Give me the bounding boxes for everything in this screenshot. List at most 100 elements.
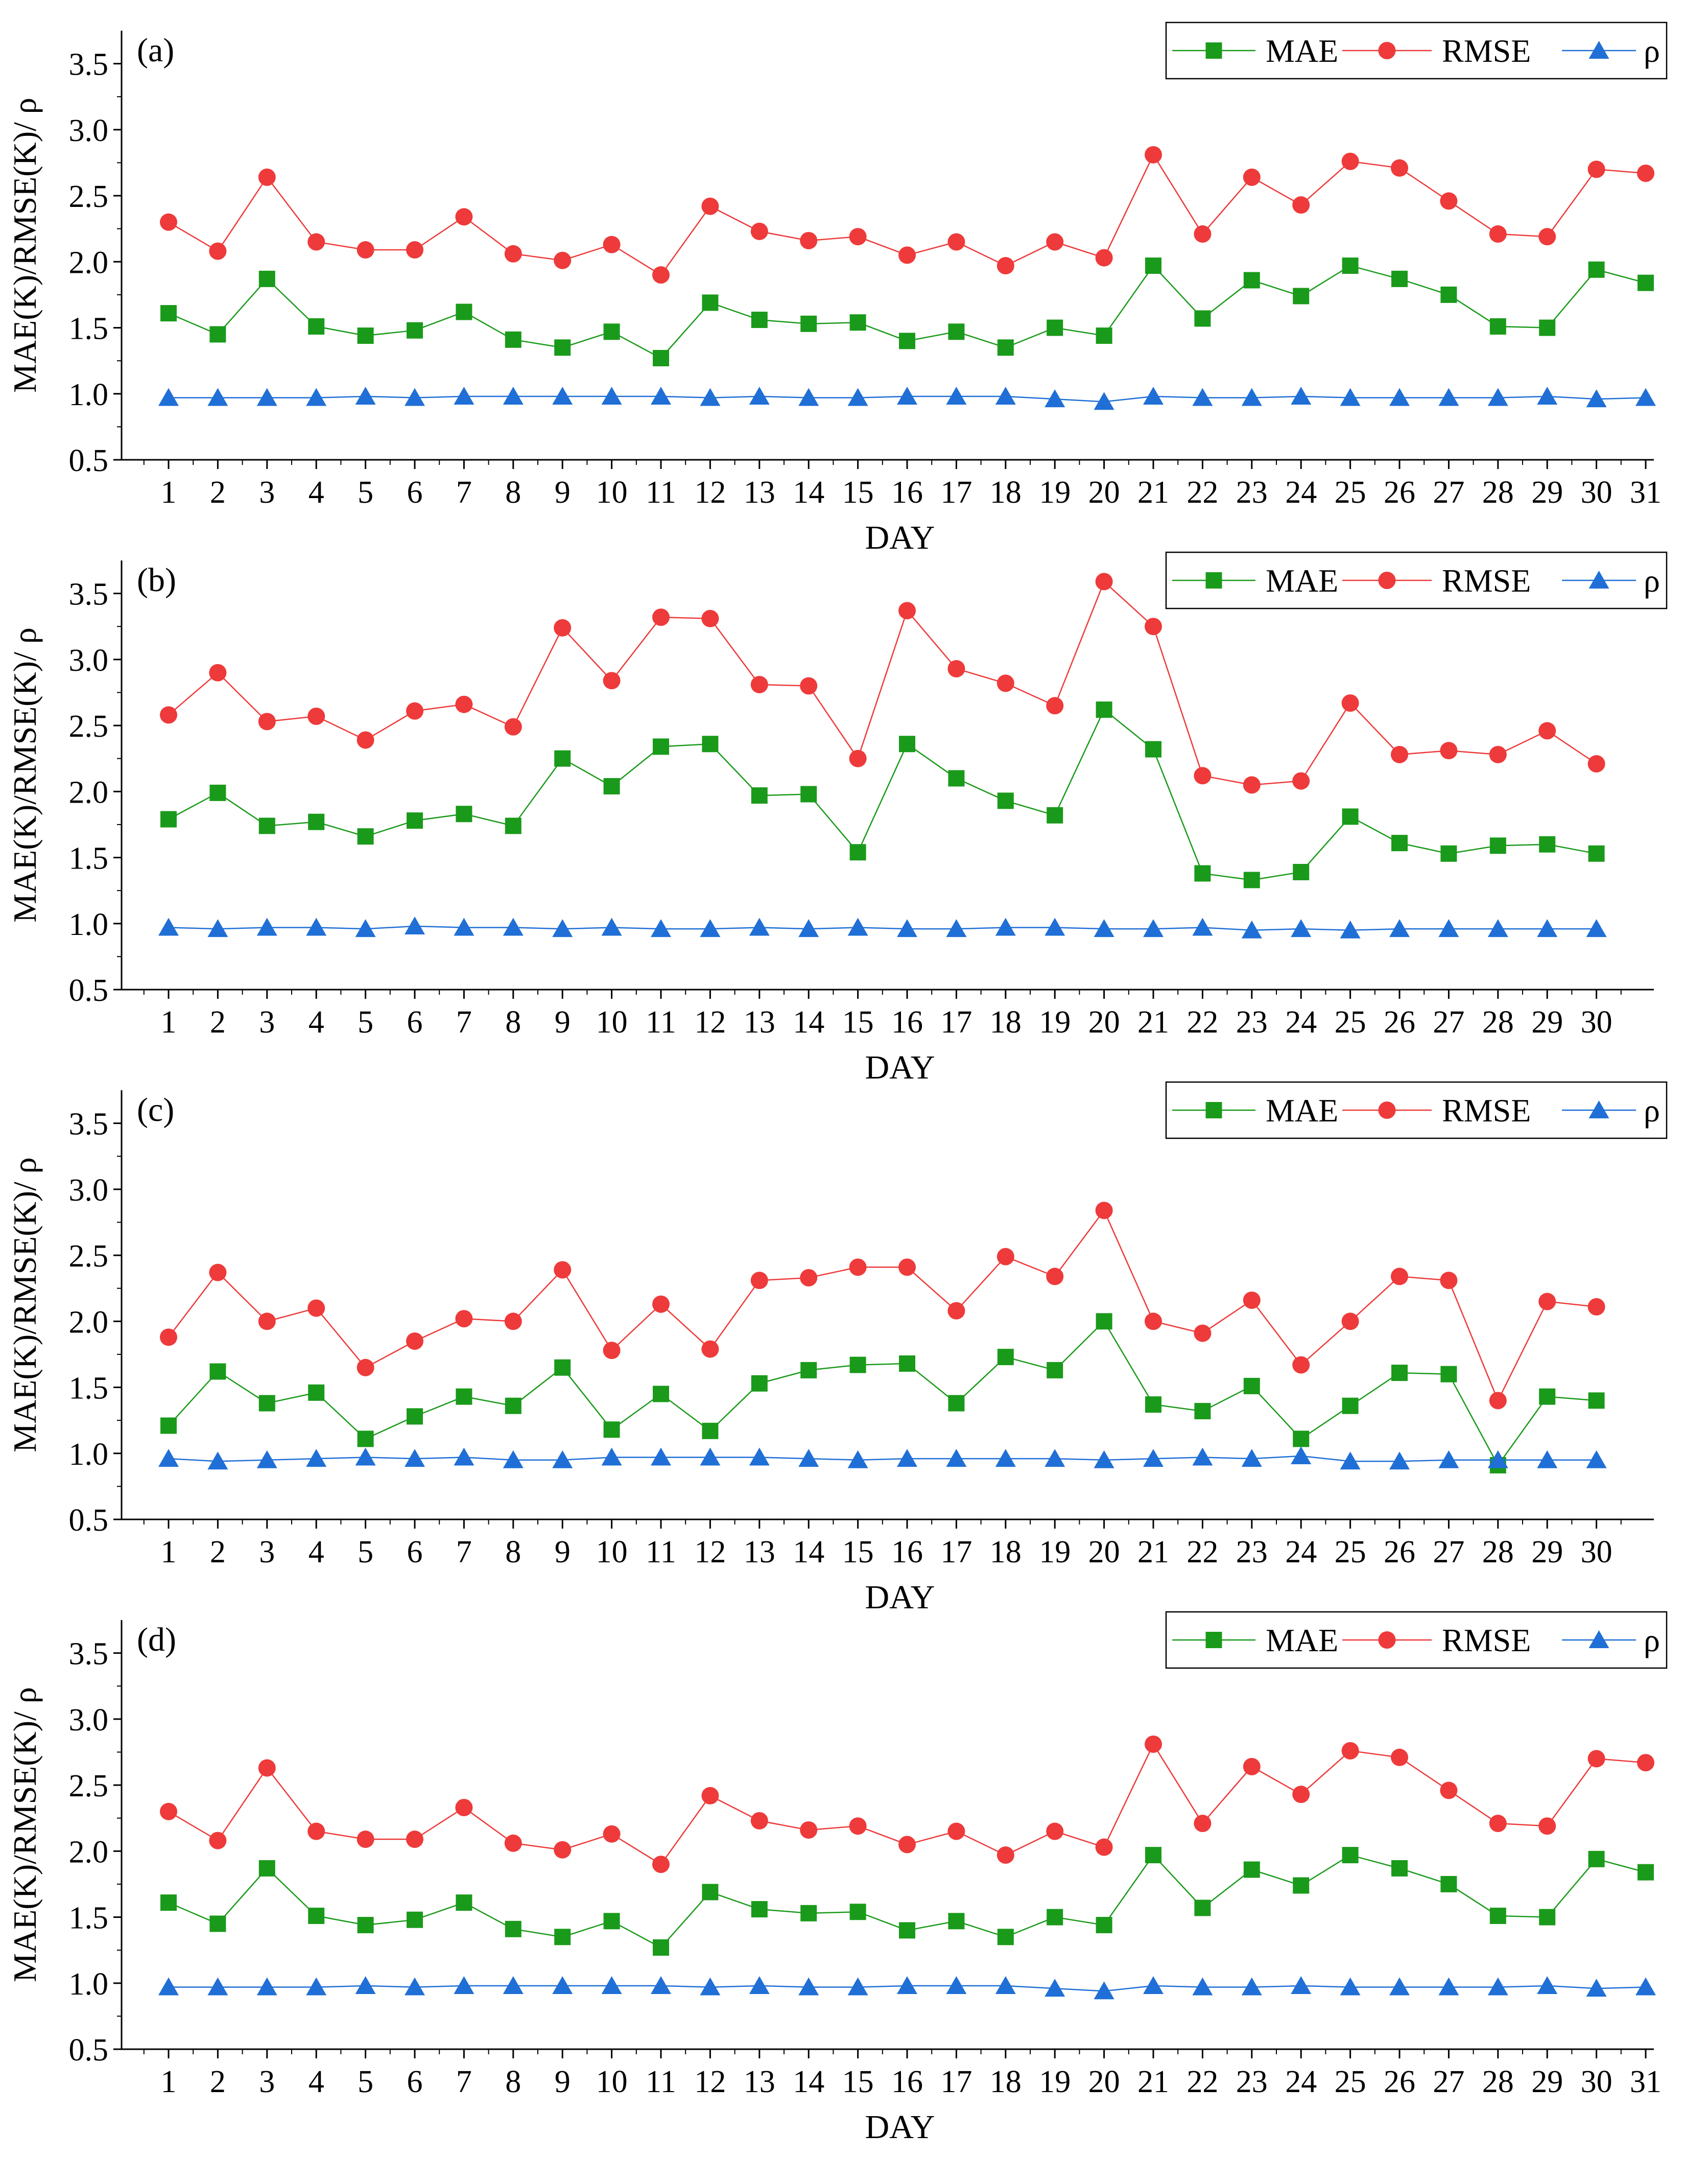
rmse-point bbox=[307, 233, 325, 251]
y-tick-label: 3.5 bbox=[69, 1107, 109, 1142]
rho-point bbox=[1487, 919, 1508, 937]
rmse-point bbox=[504, 718, 522, 736]
rmse-point bbox=[504, 1312, 522, 1330]
rmse-point bbox=[455, 1799, 473, 1817]
x-tick-label: 1 bbox=[161, 1535, 177, 1569]
rho-point bbox=[651, 919, 671, 937]
rho-point bbox=[1389, 388, 1410, 406]
rho-point bbox=[1241, 1449, 1262, 1467]
rmse-point bbox=[1095, 249, 1113, 267]
y-tick-label: 2.5 bbox=[69, 709, 109, 744]
rho-point bbox=[1241, 920, 1262, 939]
x-tick-label: 30 bbox=[1581, 1005, 1612, 1040]
rho-point bbox=[1389, 1977, 1410, 1996]
rho-point bbox=[1586, 1979, 1607, 1997]
mae-point bbox=[1194, 865, 1211, 882]
x-tick-label: 31 bbox=[1630, 2065, 1662, 2099]
x-tick-label: 23 bbox=[1236, 1005, 1268, 1040]
mae-point bbox=[603, 1913, 620, 1930]
rmse-point bbox=[1538, 1293, 1556, 1310]
y-tick-label: 2.5 bbox=[69, 1239, 109, 1274]
x-tick-label: 23 bbox=[1236, 2065, 1268, 2099]
legend-rmse-marker bbox=[1378, 1631, 1396, 1649]
mae-point bbox=[1588, 1392, 1605, 1409]
rho-point bbox=[995, 1976, 1016, 1994]
x-tick-label: 27 bbox=[1433, 2065, 1464, 2099]
y-tick-label: 3.5 bbox=[69, 1637, 109, 1672]
rmse-point bbox=[1243, 776, 1261, 794]
rho-point bbox=[946, 386, 967, 405]
mae-point bbox=[258, 817, 275, 834]
rmse-point bbox=[750, 675, 768, 693]
rmse-point bbox=[357, 731, 374, 749]
legend-rho-marker bbox=[1588, 1630, 1609, 1648]
rmse-point bbox=[1440, 742, 1458, 760]
y-tick-label: 1.5 bbox=[69, 1371, 109, 1406]
legend-rmse-marker bbox=[1378, 42, 1396, 59]
rho-point bbox=[651, 386, 671, 405]
mae-point bbox=[1539, 1388, 1556, 1405]
rmse-point bbox=[406, 1332, 423, 1350]
mae-point bbox=[357, 828, 374, 845]
y-axis-title: MAE(K)/RMSE(K)/ ρ bbox=[7, 98, 43, 393]
rho-point bbox=[749, 1447, 770, 1466]
rho-point bbox=[700, 919, 721, 937]
rho-point bbox=[306, 918, 327, 936]
mae-point bbox=[751, 1375, 768, 1392]
rho-point bbox=[601, 1976, 622, 1994]
mae-point bbox=[849, 314, 866, 331]
rmse-point bbox=[209, 1832, 227, 1849]
rmse-point bbox=[1194, 225, 1212, 243]
x-tick-label: 18 bbox=[990, 2065, 1022, 2099]
x-tick-label: 2 bbox=[210, 475, 226, 510]
rho-point bbox=[1045, 1449, 1065, 1467]
rmse-point bbox=[1538, 1817, 1556, 1835]
rmse-point bbox=[406, 241, 423, 259]
mae-point bbox=[505, 331, 521, 348]
rho-point bbox=[158, 918, 179, 936]
x-tick-label: 4 bbox=[309, 1005, 324, 1040]
mae-point bbox=[1047, 1362, 1063, 1378]
mae-point bbox=[800, 1362, 817, 1378]
rmse-point bbox=[455, 208, 473, 226]
rho-point bbox=[1094, 919, 1114, 937]
x-tick-label: 1 bbox=[161, 475, 177, 510]
x-tick-label: 5 bbox=[358, 2065, 373, 2099]
x-tick-label: 5 bbox=[358, 1005, 373, 1040]
rho-point bbox=[405, 1449, 425, 1467]
rmse-point bbox=[1145, 1735, 1162, 1753]
mae-point bbox=[209, 326, 226, 343]
rho-point bbox=[355, 1976, 376, 1994]
rmse-point bbox=[849, 228, 867, 246]
mae-point bbox=[899, 736, 915, 753]
mae-point bbox=[1243, 272, 1260, 289]
rho-point bbox=[1094, 1981, 1114, 2000]
rho-point bbox=[700, 1447, 721, 1466]
mae-point bbox=[1293, 1431, 1310, 1447]
mae-point bbox=[209, 1363, 226, 1380]
rmse-point bbox=[1292, 1786, 1310, 1803]
mae-point bbox=[407, 322, 423, 339]
rho-point bbox=[700, 1977, 721, 1996]
legend: MAE RMSE ρ bbox=[1165, 21, 1668, 80]
rmse-point bbox=[603, 236, 621, 253]
mae-point bbox=[849, 1904, 866, 1920]
rho-point bbox=[651, 1976, 671, 1994]
x-tick-label: 16 bbox=[891, 1005, 923, 1040]
mae-point bbox=[800, 315, 817, 332]
x-tick-label: 27 bbox=[1433, 1005, 1464, 1040]
x-tick-label: 11 bbox=[646, 475, 676, 510]
mae-point bbox=[1145, 1847, 1161, 1864]
x-tick-label: 25 bbox=[1335, 1005, 1366, 1040]
series-line-square bbox=[168, 709, 1597, 881]
rmse-point bbox=[997, 1846, 1014, 1864]
rmse-point bbox=[357, 1831, 374, 1848]
x-tick-label: 12 bbox=[694, 1535, 726, 1569]
y-axis-title: MAE(K)/RMSE(K)/ ρ bbox=[7, 1687, 43, 1982]
x-tick-label: 9 bbox=[555, 2065, 571, 2099]
rho-point bbox=[946, 1976, 967, 1994]
y-tick-label: 0.5 bbox=[69, 973, 109, 1008]
mae-point bbox=[407, 812, 423, 829]
x-tick-label: 24 bbox=[1285, 1005, 1317, 1040]
rho-point bbox=[601, 386, 622, 405]
